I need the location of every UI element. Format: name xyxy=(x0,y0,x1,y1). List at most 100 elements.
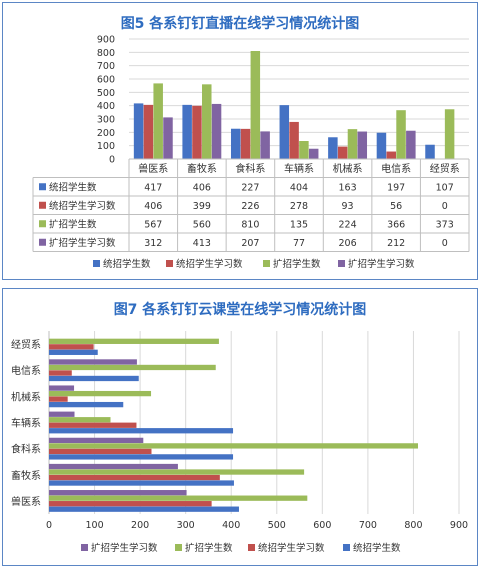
legend-key xyxy=(338,260,345,267)
y-tick-label: 600 xyxy=(97,75,115,86)
legend-key xyxy=(39,238,46,246)
legend-label: 统招学生学习数 xyxy=(176,258,243,270)
data-value: 278 xyxy=(290,201,308,212)
data-value: 810 xyxy=(241,219,259,230)
y-tick-label: 100 xyxy=(97,141,115,152)
bar xyxy=(376,132,387,159)
bar xyxy=(182,104,192,159)
data-value: 212 xyxy=(387,238,405,249)
chart-title-2: 图7 各系钉钉云课堂在线学习情况统计图 xyxy=(113,302,367,318)
bar xyxy=(49,344,94,350)
x-category-label: 车辆系 xyxy=(284,162,314,175)
series-name: 扩招学生学习数 xyxy=(49,237,116,249)
bar xyxy=(49,437,144,444)
y-category-label: 经贸系 xyxy=(11,338,41,351)
legend-key xyxy=(175,544,182,551)
data-value: 366 xyxy=(387,219,405,230)
bar xyxy=(347,129,358,159)
y-category-label: 电信系 xyxy=(11,364,41,377)
data-value: 56 xyxy=(390,201,402,212)
legend-key xyxy=(166,260,173,267)
legend-key xyxy=(39,183,46,191)
legend-label: 统招学生学习数 xyxy=(258,542,325,554)
x-category-label: 畜牧系 xyxy=(187,162,217,175)
data-value: 226 xyxy=(241,201,259,212)
x-tick-label: 400 xyxy=(222,520,240,531)
bar xyxy=(143,104,154,159)
legend-key xyxy=(81,544,88,551)
bar xyxy=(425,144,435,159)
bar xyxy=(49,454,234,460)
legend-key xyxy=(39,201,46,209)
y-category-label: 畜牧系 xyxy=(11,469,41,482)
bar xyxy=(153,83,163,159)
data-value: 197 xyxy=(387,182,405,193)
x-tick-label: 600 xyxy=(313,520,331,531)
legend-key xyxy=(248,544,255,551)
legend-key xyxy=(343,544,350,551)
bar xyxy=(396,110,406,159)
bar xyxy=(49,448,152,455)
bar xyxy=(406,130,416,159)
y-tick-label: 800 xyxy=(97,48,115,59)
bar xyxy=(49,370,72,376)
data-value: 373 xyxy=(436,219,454,230)
bar xyxy=(357,131,368,159)
x-tick-label: 300 xyxy=(177,520,195,531)
bar xyxy=(49,411,75,417)
bar xyxy=(299,141,309,159)
legend-key xyxy=(93,260,100,267)
bar xyxy=(49,474,220,481)
x-tick-label: 0 xyxy=(46,520,52,531)
series-name: 统招学生学习数 xyxy=(49,200,116,212)
data-value: 0 xyxy=(442,201,448,212)
x-category-label: 经贸系 xyxy=(430,162,460,175)
data-value: 399 xyxy=(193,201,211,212)
x-tick-label: 200 xyxy=(131,520,149,531)
y-tick-label: 400 xyxy=(97,101,115,112)
bar xyxy=(49,349,98,355)
x-category-label: 机械系 xyxy=(333,162,363,175)
x-category-label: 电信系 xyxy=(381,162,411,175)
y-category-label: 食科系 xyxy=(11,443,41,456)
bar xyxy=(49,338,219,344)
bar xyxy=(240,128,251,159)
y-tick-label: 900 xyxy=(97,35,115,46)
bar xyxy=(202,84,212,159)
data-value: 77 xyxy=(293,238,305,249)
y-category-label: 车辆系 xyxy=(11,417,41,430)
bar xyxy=(49,401,124,408)
bar xyxy=(230,128,241,159)
bar xyxy=(49,359,137,365)
bar xyxy=(163,117,173,159)
data-value: 417 xyxy=(144,182,162,193)
bar xyxy=(49,469,305,475)
bar xyxy=(49,422,137,428)
y-category-label: 兽医系 xyxy=(11,495,41,508)
bar xyxy=(337,146,348,159)
bar xyxy=(49,490,187,496)
bar xyxy=(49,364,216,371)
y-tick-label: 500 xyxy=(97,88,115,99)
legend-key xyxy=(39,220,46,228)
x-tick-label: 900 xyxy=(450,520,468,531)
bar xyxy=(133,103,144,159)
bar xyxy=(328,137,338,159)
bar xyxy=(192,105,202,159)
legend-key xyxy=(263,260,270,267)
bar xyxy=(49,385,75,391)
bar xyxy=(49,506,239,512)
bar xyxy=(49,501,212,507)
data-value: 567 xyxy=(144,219,162,230)
bar xyxy=(444,109,455,159)
x-tick-label: 100 xyxy=(85,520,103,531)
legend-label: 统招学生数 xyxy=(353,542,401,554)
bar xyxy=(49,396,68,402)
x-tick-label: 800 xyxy=(404,520,422,531)
legend-label: 统招学生数 xyxy=(103,258,151,270)
y-tick-label: 200 xyxy=(97,128,115,139)
data-value: 560 xyxy=(193,219,211,230)
legend-label: 扩招学生学习数 xyxy=(91,542,158,554)
y-tick-label: 0 xyxy=(109,155,115,166)
bar xyxy=(308,148,319,159)
